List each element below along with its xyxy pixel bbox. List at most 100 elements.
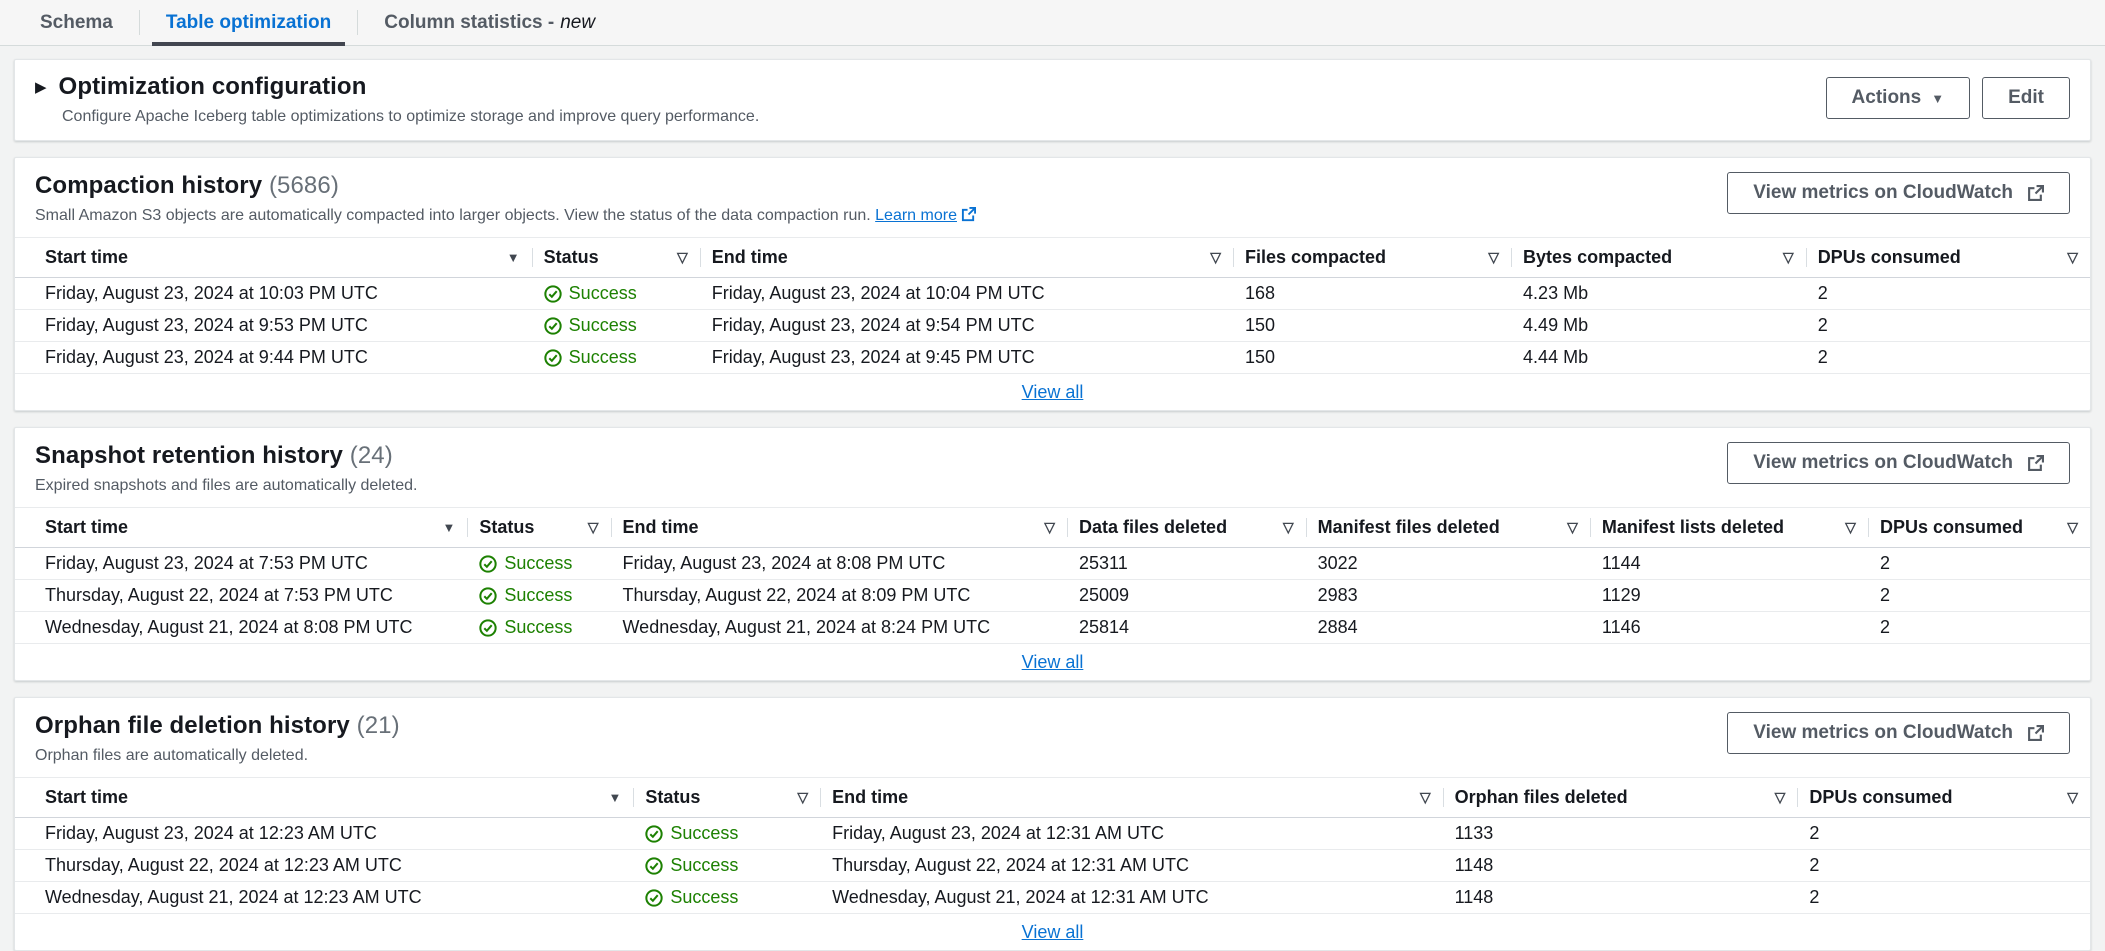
filter-icon: ▽ [1044, 519, 1056, 535]
table-cell: 25311 [1067, 547, 1306, 580]
table-cell: 150 [1233, 341, 1512, 374]
column-header[interactable]: DPUs consumed ▽ [1797, 777, 2090, 818]
table-cell: Thursday, August 22, 2024 at 12:31 AM UT… [820, 849, 1443, 882]
column-label: End time [711, 247, 788, 267]
button-label: View metrics on CloudWatch [1753, 452, 2013, 473]
column-header[interactable]: End time ▽ [820, 777, 1443, 818]
column-header[interactable]: Status ▽ [633, 777, 821, 818]
tab-schema[interactable]: Schema [40, 11, 113, 33]
filter-icon: ▽ [2067, 519, 2078, 535]
column-header[interactable]: Files compacted ▽ [1233, 237, 1512, 278]
table-cell: Thursday, August 22, 2024 at 12:23 AM UT… [15, 849, 634, 882]
column-label: DPUs consumed [1817, 247, 1961, 267]
table-row: Friday, August 23, 2024 at 10:03 PM UTC S… [15, 277, 2090, 310]
status-text: Success [670, 855, 739, 875]
table-cell: 2 [1805, 341, 2090, 374]
filter-icon: ▽ [2067, 789, 2078, 805]
sort-desc-icon: ▼ [506, 250, 520, 265]
table-cell: 4.23 Mb [1511, 277, 1806, 310]
caret-down-icon: ▼ [1931, 90, 1945, 106]
table-cell: Wednesday, August 21, 2024 at 8:08 PM UT… [15, 611, 468, 644]
column-header[interactable]: Start time ▼ [15, 237, 532, 278]
view-all-link[interactable]: View all [1021, 921, 1084, 942]
column-header[interactable]: End time ▽ [699, 237, 1233, 278]
success-icon [479, 586, 498, 605]
history-sections: Compaction history (5686) Small Amazon S… [0, 157, 2105, 951]
success-icon [479, 618, 498, 637]
table-cell: Wednesday, August 21, 2024 at 12:31 AM U… [820, 881, 1443, 914]
expand-right-icon[interactable]: ▶ [35, 78, 47, 96]
success-icon [645, 856, 664, 875]
section-description: Expired snapshots and files are automati… [35, 477, 418, 494]
view-metrics-cloudwatch-button[interactable]: View metrics on CloudWatch [1727, 442, 2070, 484]
column-label: Status [645, 787, 701, 807]
section-count: (5686) [268, 172, 339, 199]
tab-table-optimization[interactable]: Table optimization [140, 0, 357, 46]
section-title: Orphan file deletion history (21) [35, 712, 400, 739]
table-row: Friday, August 23, 2024 at 7:53 PM UTC Su… [15, 547, 2090, 580]
filter-icon: ▽ [1282, 519, 1294, 535]
status-cell: Success [633, 881, 821, 914]
column-header[interactable]: Status ▽ [531, 237, 700, 278]
table-cell: 1133 [1442, 817, 1798, 850]
view-metrics-cloudwatch-button[interactable]: View metrics on CloudWatch [1727, 712, 2070, 754]
actions-button-label: Actions [1851, 87, 1922, 108]
table-cell: Friday, August 23, 2024 at 12:31 AM UTC [820, 817, 1443, 850]
tab-label: Column statistics - [384, 11, 555, 33]
column-header[interactable]: Orphan files deleted ▽ [1442, 777, 1798, 818]
column-label: Orphan files deleted [1454, 787, 1628, 807]
edit-button[interactable]: Edit [1982, 77, 2070, 119]
table-cell: 3022 [1305, 547, 1590, 580]
status-cell: Success [467, 579, 611, 612]
filter-icon: ▽ [1488, 249, 1500, 265]
view-metrics-cloudwatch-button[interactable]: View metrics on CloudWatch [1727, 172, 2070, 214]
table-cell: Friday, August 23, 2024 at 7:53 PM UTC [15, 547, 468, 580]
column-header[interactable]: Manifest files deleted ▽ [1305, 507, 1590, 548]
status-text: Success [568, 347, 637, 367]
column-header[interactable]: DPUs consumed ▽ [1867, 507, 2090, 548]
column-label: Start time [45, 247, 129, 267]
actions-button[interactable]: Actions ▼ [1825, 77, 1971, 119]
table-row: Friday, August 23, 2024 at 12:23 AM UTC S… [15, 817, 2090, 850]
filter-icon: ▽ [1774, 789, 1786, 805]
column-label: Files compacted [1245, 247, 1387, 267]
status-cell: Success [467, 547, 611, 580]
column-header[interactable]: Status ▽ [467, 507, 611, 548]
table-cell: Thursday, August 22, 2024 at 7:53 PM UTC [15, 579, 468, 612]
table-cell: Friday, August 23, 2024 at 12:23 AM UTC [15, 817, 634, 850]
external-link-icon [2028, 724, 2044, 741]
panel-description: Configure Apache Iceberg table optimizat… [62, 108, 760, 125]
view-all-link[interactable]: View all [1021, 381, 1084, 402]
table-cell: Friday, August 23, 2024 at 10:03 PM UTC [15, 277, 532, 310]
filter-icon: ▽ [1782, 249, 1794, 265]
learn-more-link[interactable]: Learn more [875, 207, 976, 224]
status-text: Success [504, 585, 573, 605]
snapshot-retention-history-panel: Snapshot retention history (24) Expired … [14, 427, 2091, 681]
success-icon [645, 888, 664, 907]
status-text: Success [568, 283, 637, 303]
column-label: Start time [45, 787, 129, 807]
table-row: Wednesday, August 21, 2024 at 8:08 PM UT… [15, 611, 2090, 644]
status-cell: Success [531, 277, 700, 310]
status-text: Success [670, 887, 739, 907]
column-header[interactable]: Start time ▼ [15, 507, 468, 548]
tab-column-statistics[interactable]: Column statistics - new [358, 0, 621, 45]
column-header[interactable]: End time ▽ [610, 507, 1068, 548]
column-header[interactable]: DPUs consumed ▽ [1805, 237, 2090, 278]
column-header[interactable]: Start time ▼ [15, 777, 634, 818]
snapshot-retention-history-table: Start time ▼ Status ▽ End time ▽ Data files de… [15, 507, 2090, 644]
column-header[interactable]: Bytes compacted ▽ [1511, 237, 1806, 278]
table-cell: 2 [1805, 277, 2090, 310]
optimization-configuration-expander[interactable]: ▶ Optimization configuration [35, 73, 759, 101]
status-cell: Success [531, 341, 700, 374]
column-header[interactable]: Data files deleted ▽ [1067, 507, 1306, 548]
status-text: Success [504, 617, 573, 637]
view-all-link[interactable]: View all [1021, 651, 1084, 672]
section-description: Small Amazon S3 objects are automaticall… [35, 207, 976, 225]
table-cell: Friday, August 23, 2024 at 10:04 PM UTC [699, 277, 1233, 310]
success-icon [544, 348, 562, 367]
compaction-history-panel: Compaction history (5686) Small Amazon S… [14, 157, 2091, 411]
column-label: Status [479, 517, 535, 537]
column-header[interactable]: Manifest lists deleted ▽ [1589, 507, 1868, 548]
table-cell: 2 [1797, 849, 2090, 882]
